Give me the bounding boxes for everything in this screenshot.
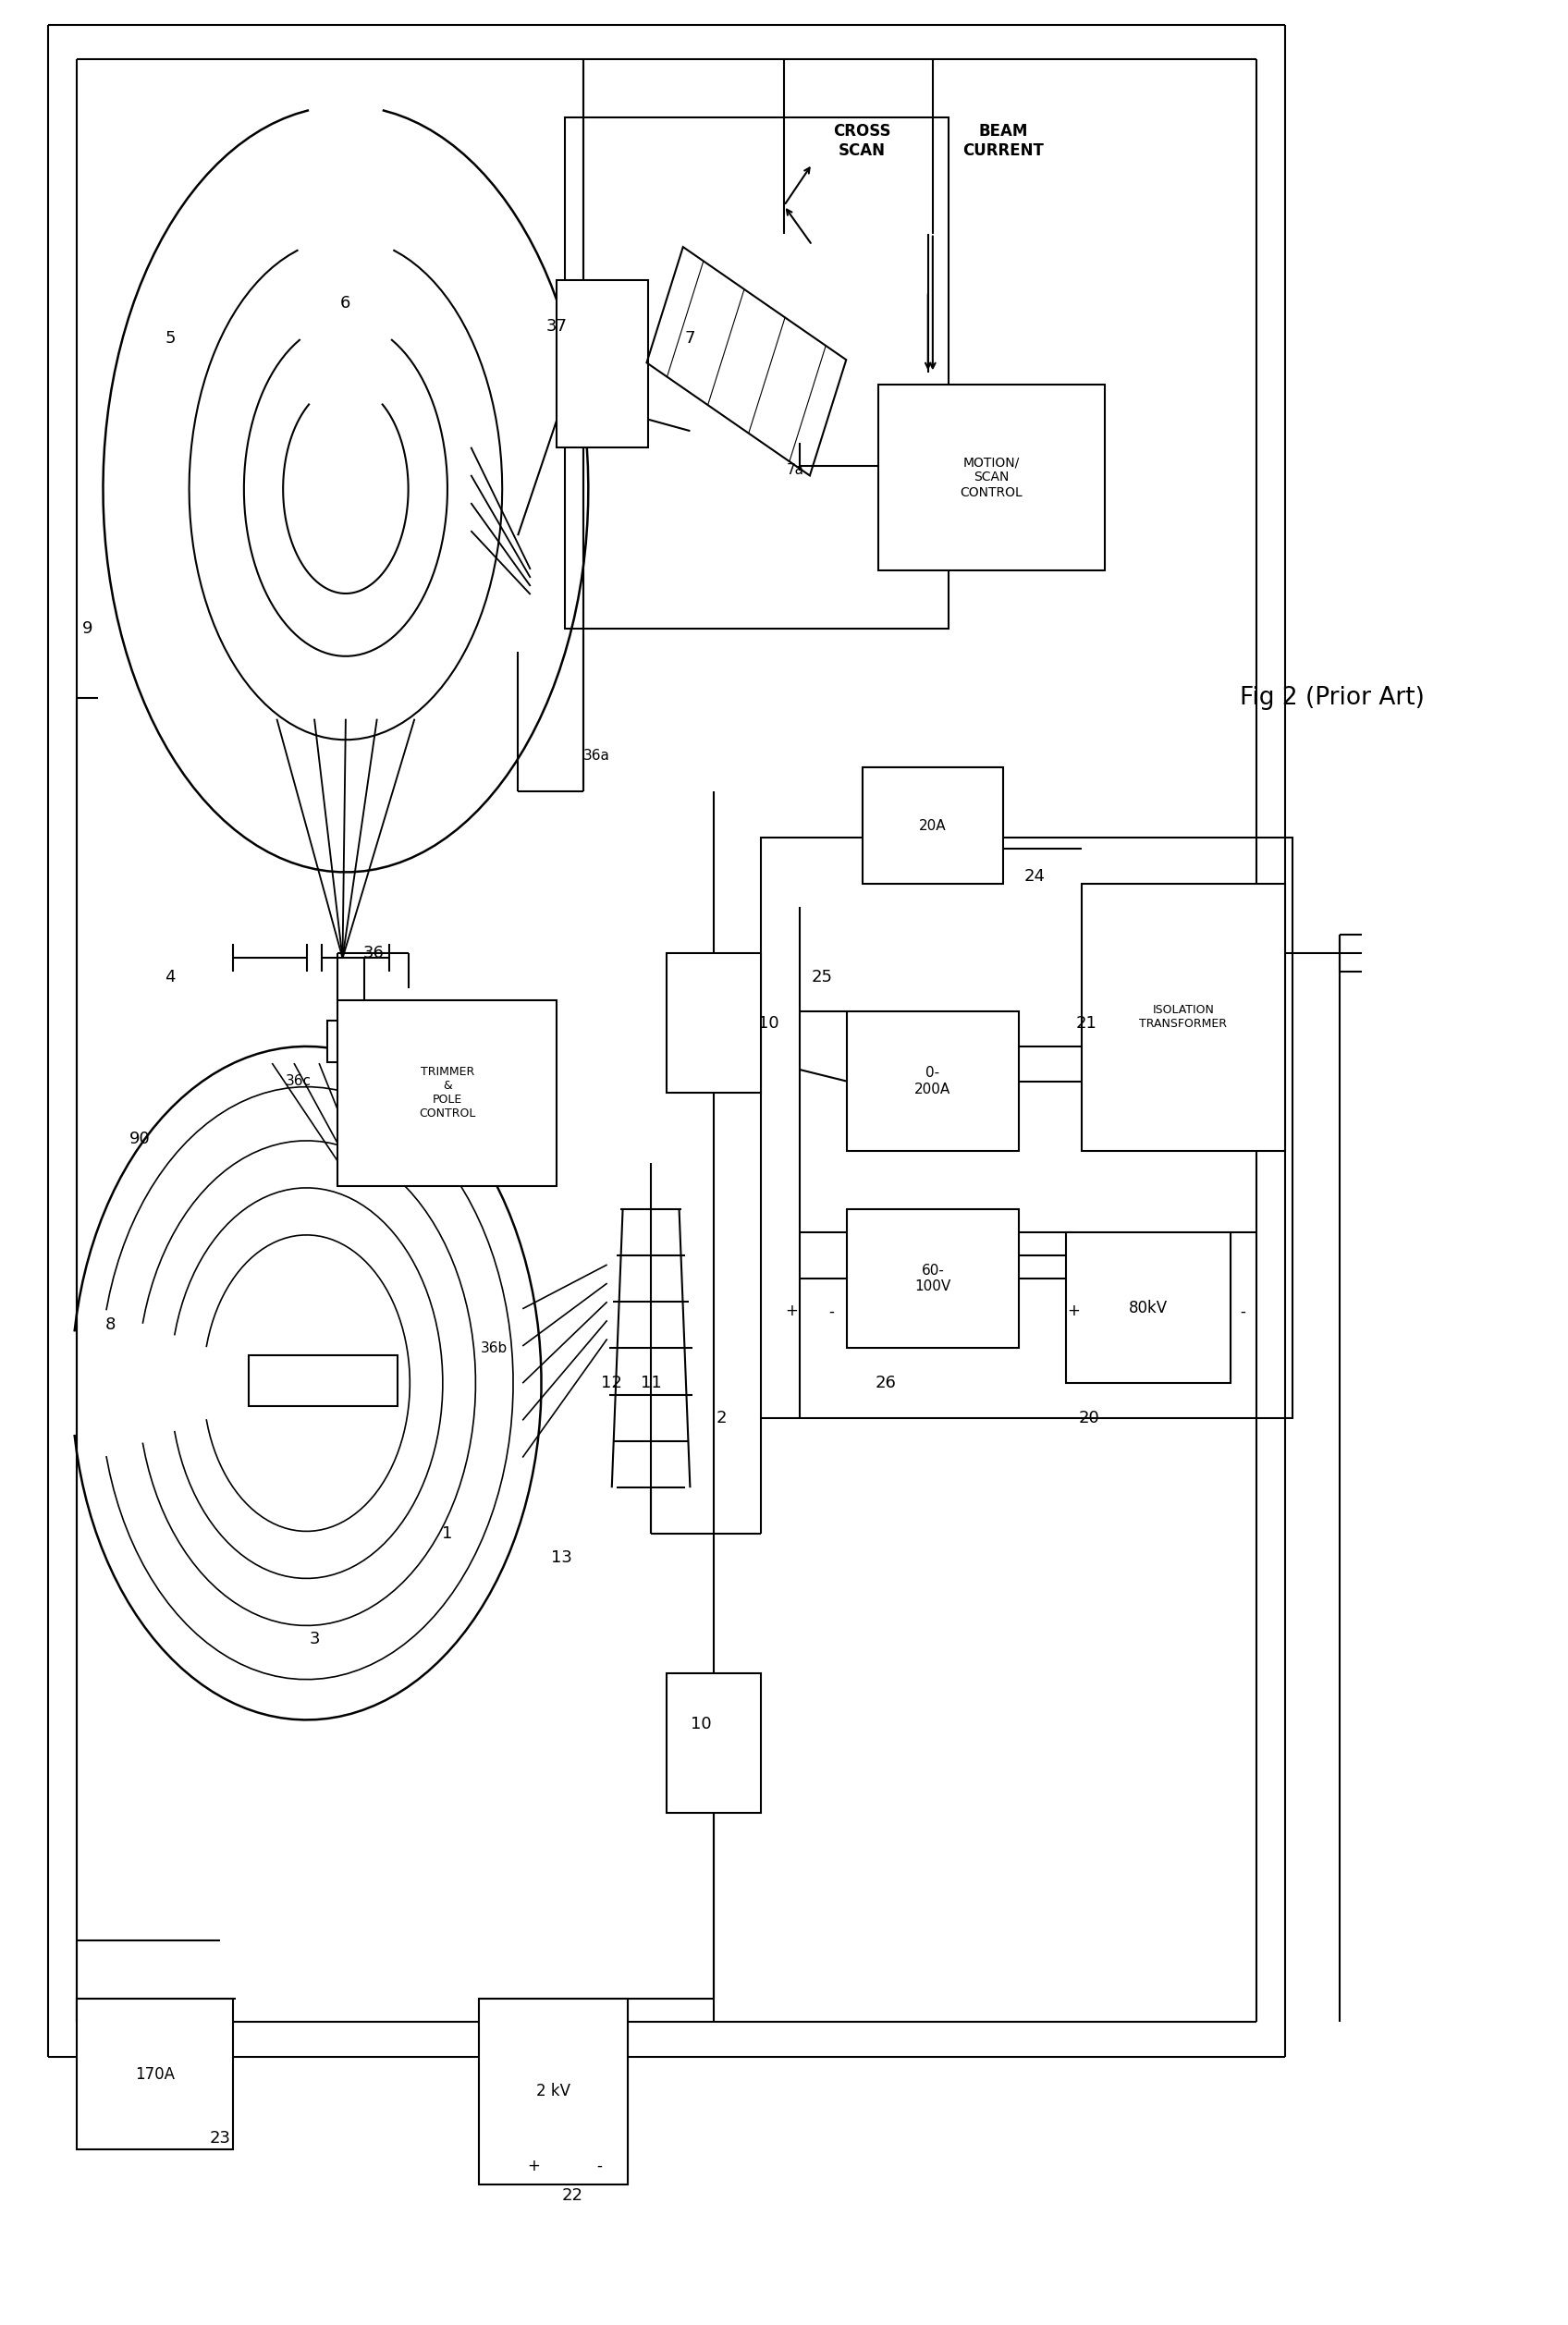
Text: 36b: 36b [481, 1342, 508, 1355]
Text: 37: 37 [546, 319, 568, 335]
Text: TRIMMER
&
POLE
CONTROL: TRIMMER & POLE CONTROL [419, 1067, 475, 1121]
Bar [249, 1355, 397, 1407]
Text: 10: 10 [757, 1014, 779, 1032]
Text: -: - [1240, 1302, 1245, 1321]
Text: -: - [596, 2158, 602, 2174]
Text: 5: 5 [165, 330, 176, 346]
Text: 13: 13 [550, 1548, 572, 1565]
Text: 2: 2 [717, 1409, 726, 1425]
Text: +: + [527, 2158, 539, 2174]
Text: 9: 9 [82, 621, 93, 637]
Text: 170A: 170A [135, 2065, 174, 2083]
Text: 4: 4 [165, 970, 176, 986]
Bar [1082, 884, 1284, 1151]
Text: 60-
100V: 60- 100V [914, 1265, 950, 1293]
Bar [666, 1674, 760, 1814]
Text: 23: 23 [210, 2130, 230, 2146]
Text: 26: 26 [875, 1374, 897, 1390]
Text: 7a: 7a [786, 463, 804, 477]
Text: Fig 2 (Prior Art): Fig 2 (Prior Art) [1240, 686, 1424, 709]
Bar [862, 767, 1004, 884]
Bar [878, 384, 1105, 570]
Text: 2 kV: 2 kV [536, 2083, 571, 2099]
Text: 36c: 36c [285, 1074, 312, 1088]
Text: 36: 36 [364, 946, 384, 963]
Text: 22: 22 [561, 2188, 583, 2204]
Bar [557, 279, 648, 446]
Text: 25: 25 [811, 970, 833, 986]
Bar [326, 1021, 401, 1063]
Text: 8: 8 [105, 1316, 116, 1335]
Text: 90: 90 [129, 1130, 151, 1149]
Bar [564, 116, 949, 628]
Text: 20: 20 [1079, 1409, 1099, 1425]
Text: ISOLATION
TRANSFORMER: ISOLATION TRANSFORMER [1140, 1004, 1228, 1030]
Bar [337, 1000, 557, 1186]
Bar [1066, 1232, 1231, 1383]
Bar [1098, 907, 1269, 1128]
Bar [760, 837, 1292, 1418]
Text: 12: 12 [601, 1374, 622, 1390]
Text: 6: 6 [340, 295, 351, 312]
Text: 0-
200A: 0- 200A [914, 1067, 950, 1095]
Text: 80kV: 80kV [1129, 1300, 1168, 1316]
Text: 10: 10 [690, 1716, 712, 1732]
Text: CROSS
SCAN: CROSS SCAN [833, 123, 891, 158]
Text: MOTION/
SCAN
CONTROL: MOTION/ SCAN CONTROL [960, 456, 1022, 500]
Text: 3: 3 [309, 1630, 320, 1646]
Text: 7: 7 [685, 330, 695, 346]
Text: +: + [1068, 1302, 1080, 1321]
Text: +: + [786, 1302, 798, 1321]
Bar [478, 2000, 627, 2186]
Text: 21: 21 [1076, 1014, 1096, 1032]
Bar [77, 2000, 234, 2151]
Text: -: - [828, 1302, 834, 1321]
Bar [847, 1011, 1019, 1151]
Bar [847, 1209, 1019, 1348]
Text: 24: 24 [1024, 870, 1046, 886]
Text: 36a: 36a [583, 749, 610, 763]
Text: 1: 1 [442, 1525, 453, 1541]
Text: 11: 11 [640, 1374, 662, 1390]
Text: BEAM
CURRENT: BEAM CURRENT [963, 123, 1044, 158]
Bar [666, 953, 760, 1093]
Text: 20A: 20A [919, 818, 947, 832]
